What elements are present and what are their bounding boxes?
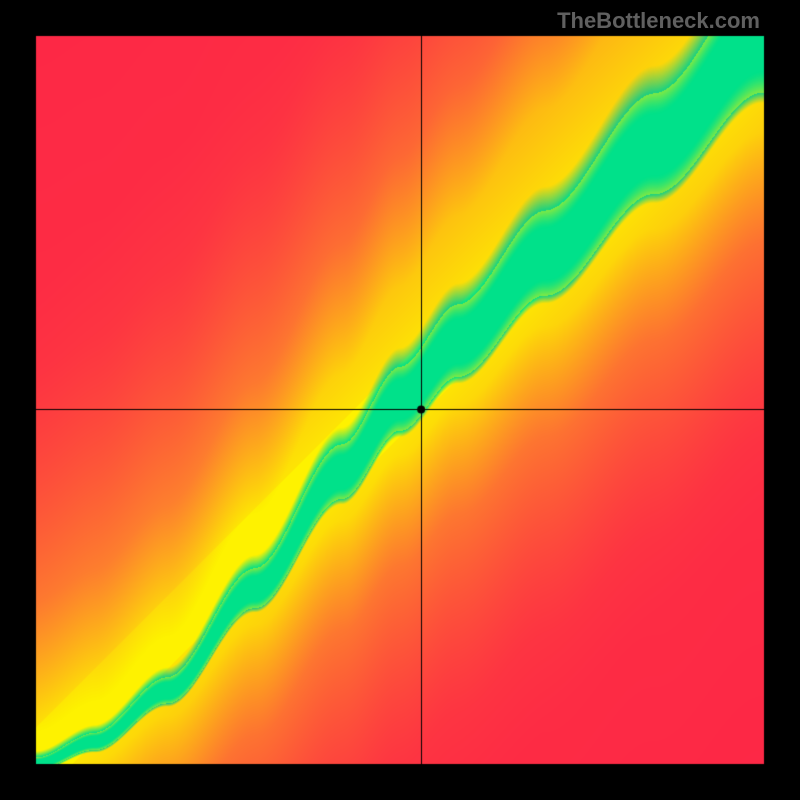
watermark-text: TheBottleneck.com [557,8,760,34]
bottleneck-heatmap [0,0,800,800]
chart-container: { "canvas": { "width": 800, "height": 80… [0,0,800,800]
